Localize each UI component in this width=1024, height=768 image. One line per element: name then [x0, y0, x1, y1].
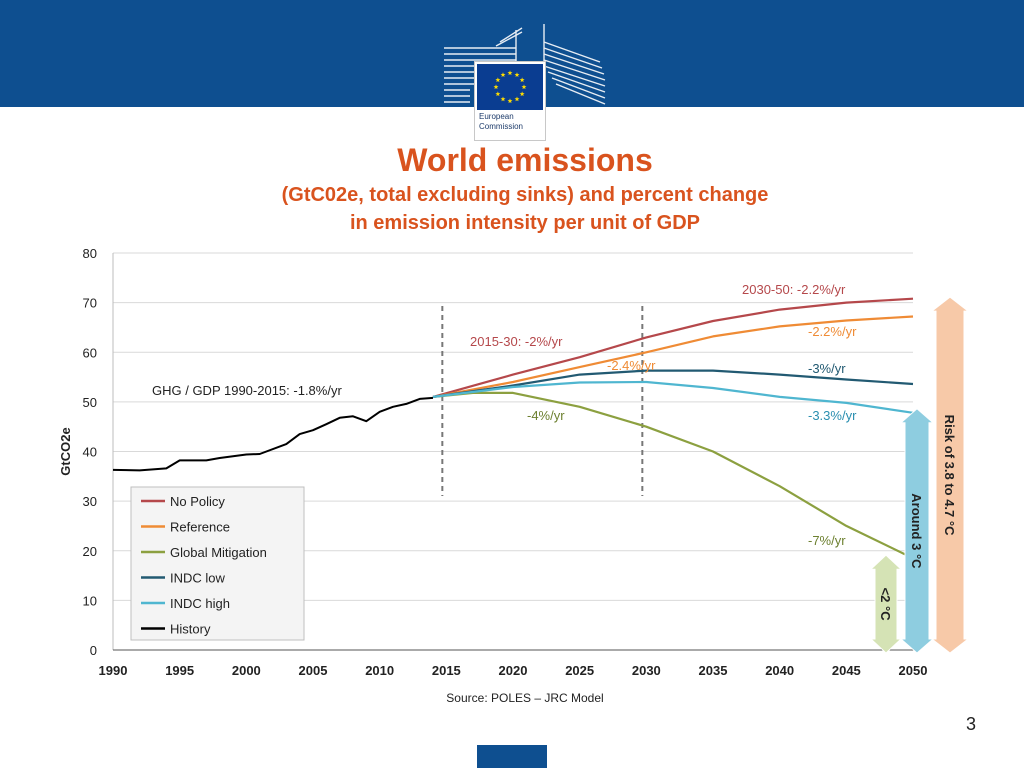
eu-star-icon	[521, 84, 527, 90]
logo-text-line1: European	[479, 112, 514, 121]
slide-subtitle-line1: (GtC02e, total excluding sinks) and perc…	[281, 184, 769, 206]
logo-text-line2: Commission	[479, 122, 524, 131]
series-line-no-policy	[432, 297, 914, 398]
legend-label: History	[170, 622, 211, 637]
range-arrow-shape	[930, 296, 970, 654]
x-tick-label: 2045	[832, 663, 861, 678]
annotation-label: -3.3%/yr	[808, 408, 857, 423]
range-arrow-label: <2 °C	[878, 588, 893, 622]
footer-tab	[477, 745, 547, 768]
slide-title: World emissions	[397, 142, 653, 178]
eu-flag-icon	[477, 64, 543, 110]
x-tick-label: 2000	[232, 663, 261, 678]
range-arrow: Risk of 3.8 to 4.7 °C	[930, 296, 970, 654]
x-tick-label: 2015	[432, 663, 461, 678]
annotation-label: 2015-30: -2%/yr	[470, 334, 563, 349]
eu-star-icon	[519, 91, 525, 97]
series-line-indc-high	[432, 380, 914, 414]
y-axis-label: GtCO2e	[58, 427, 73, 475]
eu-star-icon	[495, 91, 501, 97]
y-tick-label: 10	[83, 593, 97, 608]
eu-star-icon	[519, 77, 525, 83]
eu-star-icon	[514, 72, 520, 77]
legend-label: INDC low	[170, 571, 226, 586]
x-tick-label: 2035	[699, 663, 728, 678]
y-tick-label: 80	[83, 246, 97, 261]
annotation-label: -4%/yr	[527, 408, 565, 423]
european-commission-logo: European Commission	[474, 61, 546, 141]
x-tick-label: 2010	[365, 663, 394, 678]
series-line-global-mitigation	[432, 391, 914, 560]
eu-star-icon	[493, 84, 499, 90]
y-tick-label: 0	[90, 643, 97, 658]
eu-star-icon	[500, 96, 506, 102]
legend-label: INDC high	[170, 596, 230, 611]
y-tick-label: 50	[83, 395, 97, 410]
range-arrow: <2 °C	[869, 554, 903, 654]
x-tick-label: 2005	[299, 663, 328, 678]
annotation-label: GHG / GDP 1990-2015: -1.8%/yr	[152, 383, 342, 398]
source-note: Source: POLES – JRC Model	[446, 691, 604, 705]
eu-star-icon	[514, 96, 520, 102]
series-line-indc-low	[432, 369, 914, 398]
legend-label: Reference	[170, 520, 230, 535]
x-tick-label: 2020	[499, 663, 528, 678]
series-line-history	[112, 396, 434, 472]
y-tick-label: 20	[83, 544, 97, 559]
range-arrow-shape	[899, 408, 935, 654]
eu-star-icon	[495, 77, 501, 83]
range-arrow-label: Around 3 °C	[909, 493, 924, 569]
y-tick-label: 60	[83, 345, 97, 360]
y-tick-label: 70	[83, 296, 97, 311]
legend-label: Global Mitigation	[170, 545, 267, 560]
x-tick-label: 2040	[765, 663, 794, 678]
range-arrow-shape	[869, 554, 903, 654]
annotation-label: -2.2%/yr	[808, 324, 857, 339]
annotation-label: -2.4%/yr	[607, 358, 656, 373]
logo-text: European Commission	[479, 112, 545, 132]
range-arrow: Around 3 °C	[899, 408, 935, 654]
y-tick-label: 40	[83, 445, 97, 460]
annotation-label: 2030-50: -2.2%/yr	[742, 282, 846, 297]
legend: No Policy Reference Global Mitigation INDC …	[130, 486, 305, 641]
x-tick-label: 2050	[899, 663, 928, 678]
range-arrow-label: Risk of 3.8 to 4.7 °C	[942, 415, 957, 536]
x-tick-label: 2025	[565, 663, 594, 678]
y-tick-label: 30	[83, 494, 97, 509]
x-tick-label: 1990	[99, 663, 128, 678]
annotation-label: -7%/yr	[808, 533, 846, 548]
x-tick-label: 2030	[632, 663, 661, 678]
series-line-reference	[432, 315, 914, 398]
annotation-label: -3%/yr	[808, 361, 846, 376]
eu-star-icon	[507, 98, 513, 104]
slide-subtitle-line2: in emission intensity per unit of GDP	[349, 212, 701, 234]
page-number: 3	[966, 714, 977, 734]
legend-box	[130, 486, 305, 641]
legend-label: No Policy	[170, 494, 225, 509]
eu-star-icon	[507, 70, 513, 76]
eu-star-icon	[500, 72, 506, 77]
x-tick-label: 1995	[165, 663, 194, 678]
